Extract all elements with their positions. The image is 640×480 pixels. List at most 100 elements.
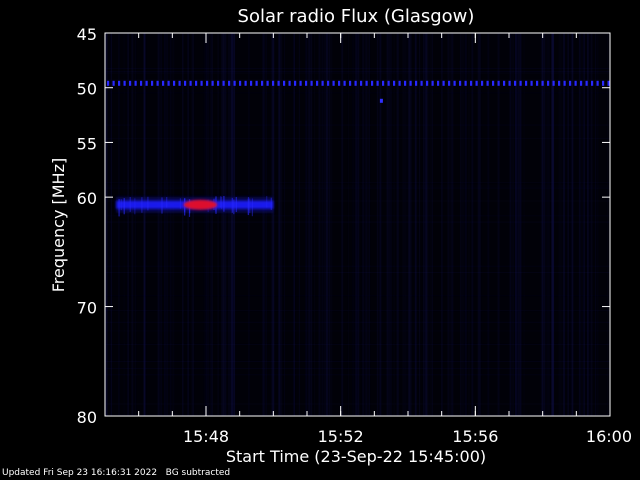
noise-column (134, 33, 137, 416)
noise-column (330, 33, 333, 416)
feature-streak (123, 198, 125, 215)
feature-dot (255, 80, 258, 86)
noise-column (230, 33, 233, 416)
noise-column (425, 33, 428, 416)
noise-column (272, 33, 275, 416)
noise-column (233, 33, 236, 416)
noise-column (570, 33, 572, 416)
noise-row (105, 124, 610, 126)
noise-column (368, 33, 371, 416)
noise-column (231, 33, 234, 416)
noise-column (318, 33, 321, 416)
noise-row (105, 265, 610, 267)
feature-dot (299, 80, 302, 86)
noise-column (517, 33, 520, 416)
noise-column (567, 33, 570, 416)
feature-dot (360, 80, 363, 86)
feature-dot (574, 80, 577, 86)
noise-row (105, 200, 610, 202)
noise-column (460, 33, 462, 416)
feature-streak (251, 198, 253, 217)
feature-dot (470, 80, 473, 86)
noise-column (278, 33, 280, 416)
noise-column (205, 33, 207, 416)
noise-column (227, 33, 231, 416)
noise-column (328, 33, 331, 416)
feature-dot (233, 80, 236, 86)
noise-column (361, 33, 363, 416)
feature-dot (530, 80, 533, 86)
noise-column (562, 33, 565, 416)
noise-column (144, 33, 146, 416)
noise-column (418, 33, 421, 416)
feature-streak (147, 196, 149, 211)
noise-column (110, 33, 112, 416)
noise-column (590, 33, 593, 416)
noise-column (310, 33, 313, 416)
noise-row (105, 310, 610, 312)
feature-dot (189, 80, 192, 86)
noise-row (105, 138, 610, 139)
noise-row (105, 68, 610, 69)
noise-row (105, 71, 610, 73)
y-tick-label: 45 (77, 25, 97, 44)
noise-column (414, 33, 417, 416)
noise-column (571, 33, 573, 416)
noise-column (540, 33, 543, 416)
feature-dot (123, 80, 126, 86)
feature-dot (162, 80, 165, 86)
noise-column (231, 33, 234, 416)
feature-dot (486, 80, 489, 86)
noise-column (305, 33, 307, 416)
feature-dot (371, 80, 374, 86)
feature-dot (250, 80, 253, 86)
noise-column (512, 33, 515, 416)
noise-row (105, 368, 610, 369)
noise-column (362, 33, 365, 416)
noise-column (203, 33, 206, 416)
noise-column (546, 33, 548, 416)
noise-column (105, 33, 107, 416)
feature-dot (343, 80, 346, 86)
feature-streak (161, 197, 163, 214)
noise-column (278, 33, 281, 416)
feature-dot (459, 80, 462, 86)
feature-dot (261, 80, 264, 86)
noise-column (410, 33, 412, 416)
feature-dot (178, 80, 181, 86)
noise-column (510, 33, 512, 416)
feature-dot (277, 80, 280, 86)
feature-dot (365, 80, 368, 86)
noise-column (487, 33, 490, 416)
feature-dot (211, 80, 214, 86)
feature-dot (591, 80, 594, 86)
feature-burst-core (183, 199, 218, 210)
feature-dot (492, 80, 495, 86)
feature-dot (156, 80, 159, 86)
noise-column (232, 33, 235, 416)
noise-column (356, 33, 359, 416)
feature-streak (129, 197, 131, 212)
plot-frame (104, 32, 611, 417)
feature-dot (420, 80, 423, 86)
feature-dot (217, 80, 220, 86)
feature-dot (288, 80, 291, 86)
feature-dot (228, 80, 231, 86)
noise-column (105, 33, 107, 416)
noise-column (431, 33, 433, 416)
noise-column (429, 33, 431, 416)
noise-column (160, 33, 162, 416)
noise-column (306, 33, 308, 416)
feature-streak (235, 197, 237, 212)
feature-dot (404, 80, 407, 86)
feature-streak (179, 198, 181, 209)
background-note: BG subtracted (165, 468, 231, 478)
noise-column (477, 33, 480, 416)
noise-column (551, 33, 554, 416)
noise-column (462, 33, 464, 416)
noise-column (341, 33, 344, 416)
plot-area (105, 33, 610, 416)
y-axis-label: Frequency [MHz] (49, 158, 68, 292)
feature-dot (239, 80, 242, 86)
